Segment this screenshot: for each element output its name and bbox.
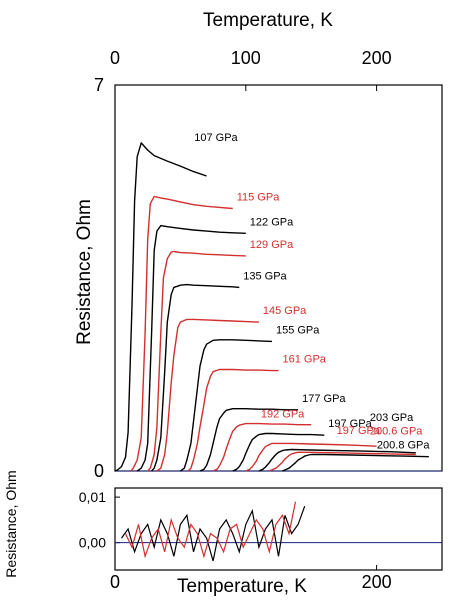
series-label-13: 203 GPa <box>370 412 414 424</box>
series-label-12: 197 GPa <box>337 425 381 437</box>
series-line-2 <box>130 195 233 472</box>
series-line-13 <box>258 448 416 472</box>
main-y-tick-label: 7 <box>94 75 104 95</box>
series-label-14: 200.6 GPa <box>370 425 423 437</box>
series-line-4 <box>147 250 246 472</box>
inset-series-line-1 <box>121 505 306 562</box>
series-line-10 <box>212 422 312 472</box>
inset-x-axis-label: Temperature, K <box>177 576 307 597</box>
inset-series-line-2 <box>124 501 297 559</box>
main-y-tick-label: 0 <box>94 461 104 481</box>
series-label-5: 135 GPa <box>243 270 287 282</box>
inset-plot-frame <box>114 487 443 571</box>
main-series-group <box>114 142 429 472</box>
main-x-axis-label: Temperature, K <box>203 10 333 31</box>
series-line-8 <box>187 368 279 472</box>
series-line-9 <box>199 408 299 472</box>
main-x-tick-label: 0 <box>110 48 120 68</box>
series-label-7: 155 GPa <box>276 324 320 336</box>
inset-y-tick-label: 0,00 <box>79 535 106 551</box>
series-line-3 <box>136 224 246 472</box>
series-label-2: 115 GPa <box>237 192 280 204</box>
series-line-5 <box>151 283 240 472</box>
series-label-11: 197 GPa <box>328 418 372 430</box>
inset-chart-panel: Temperature, K Resistance, Ohm 0 200 0,00… <box>3 470 443 597</box>
series-label-15: 200.8 GPa <box>377 440 430 452</box>
series-label-3: 122 GPa <box>250 216 294 228</box>
main-y-axis-label: Resistance, Ohm <box>74 199 95 345</box>
series-line-6 <box>156 318 259 472</box>
series-label-6: 145 GPa <box>263 305 307 317</box>
inset-x-tick-label: 200 <box>362 572 392 592</box>
inset-y-axis-label: Resistance, Ohm <box>3 470 19 577</box>
main-curve-labels: 107 GPa 115 GPa 122 GPa 129 GPa 135 GPa 145 G… <box>194 132 430 452</box>
series-line-15 <box>282 453 429 472</box>
inset-series-group <box>121 501 306 562</box>
main-chart-panel: Temperature, K Resistance, Ohm 0 100 200 0… <box>74 10 443 481</box>
main-x-tick-label: 200 <box>362 48 392 68</box>
main-y-ticks: 07 <box>94 75 121 481</box>
series-label-1: 107 GPa <box>194 132 238 144</box>
series-line-7 <box>179 339 273 472</box>
series-line-1 <box>114 142 207 472</box>
series-label-8: 161 GPa <box>283 354 327 366</box>
series-line-11 <box>232 432 325 472</box>
inset-x-tick-label: 0 <box>110 572 120 592</box>
inset-y-tick-label: 0,01 <box>79 489 106 505</box>
main-x-ticks: 0 100 200 <box>110 48 392 91</box>
inset-x-ticks: 0 200 <box>110 565 392 592</box>
series-label-9: 177 GPa <box>302 393 346 405</box>
series-line-12 <box>245 442 377 472</box>
inset-y-ticks: 0,00 0,01 <box>79 489 120 551</box>
main-x-tick-label: 100 <box>231 48 261 68</box>
series-label-10: 192 GPa <box>261 409 305 421</box>
series-label-4: 129 GPa <box>250 239 294 251</box>
series-line-14 <box>269 451 416 472</box>
